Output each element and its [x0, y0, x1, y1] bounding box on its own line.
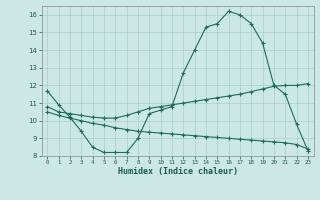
- X-axis label: Humidex (Indice chaleur): Humidex (Indice chaleur): [118, 167, 237, 176]
